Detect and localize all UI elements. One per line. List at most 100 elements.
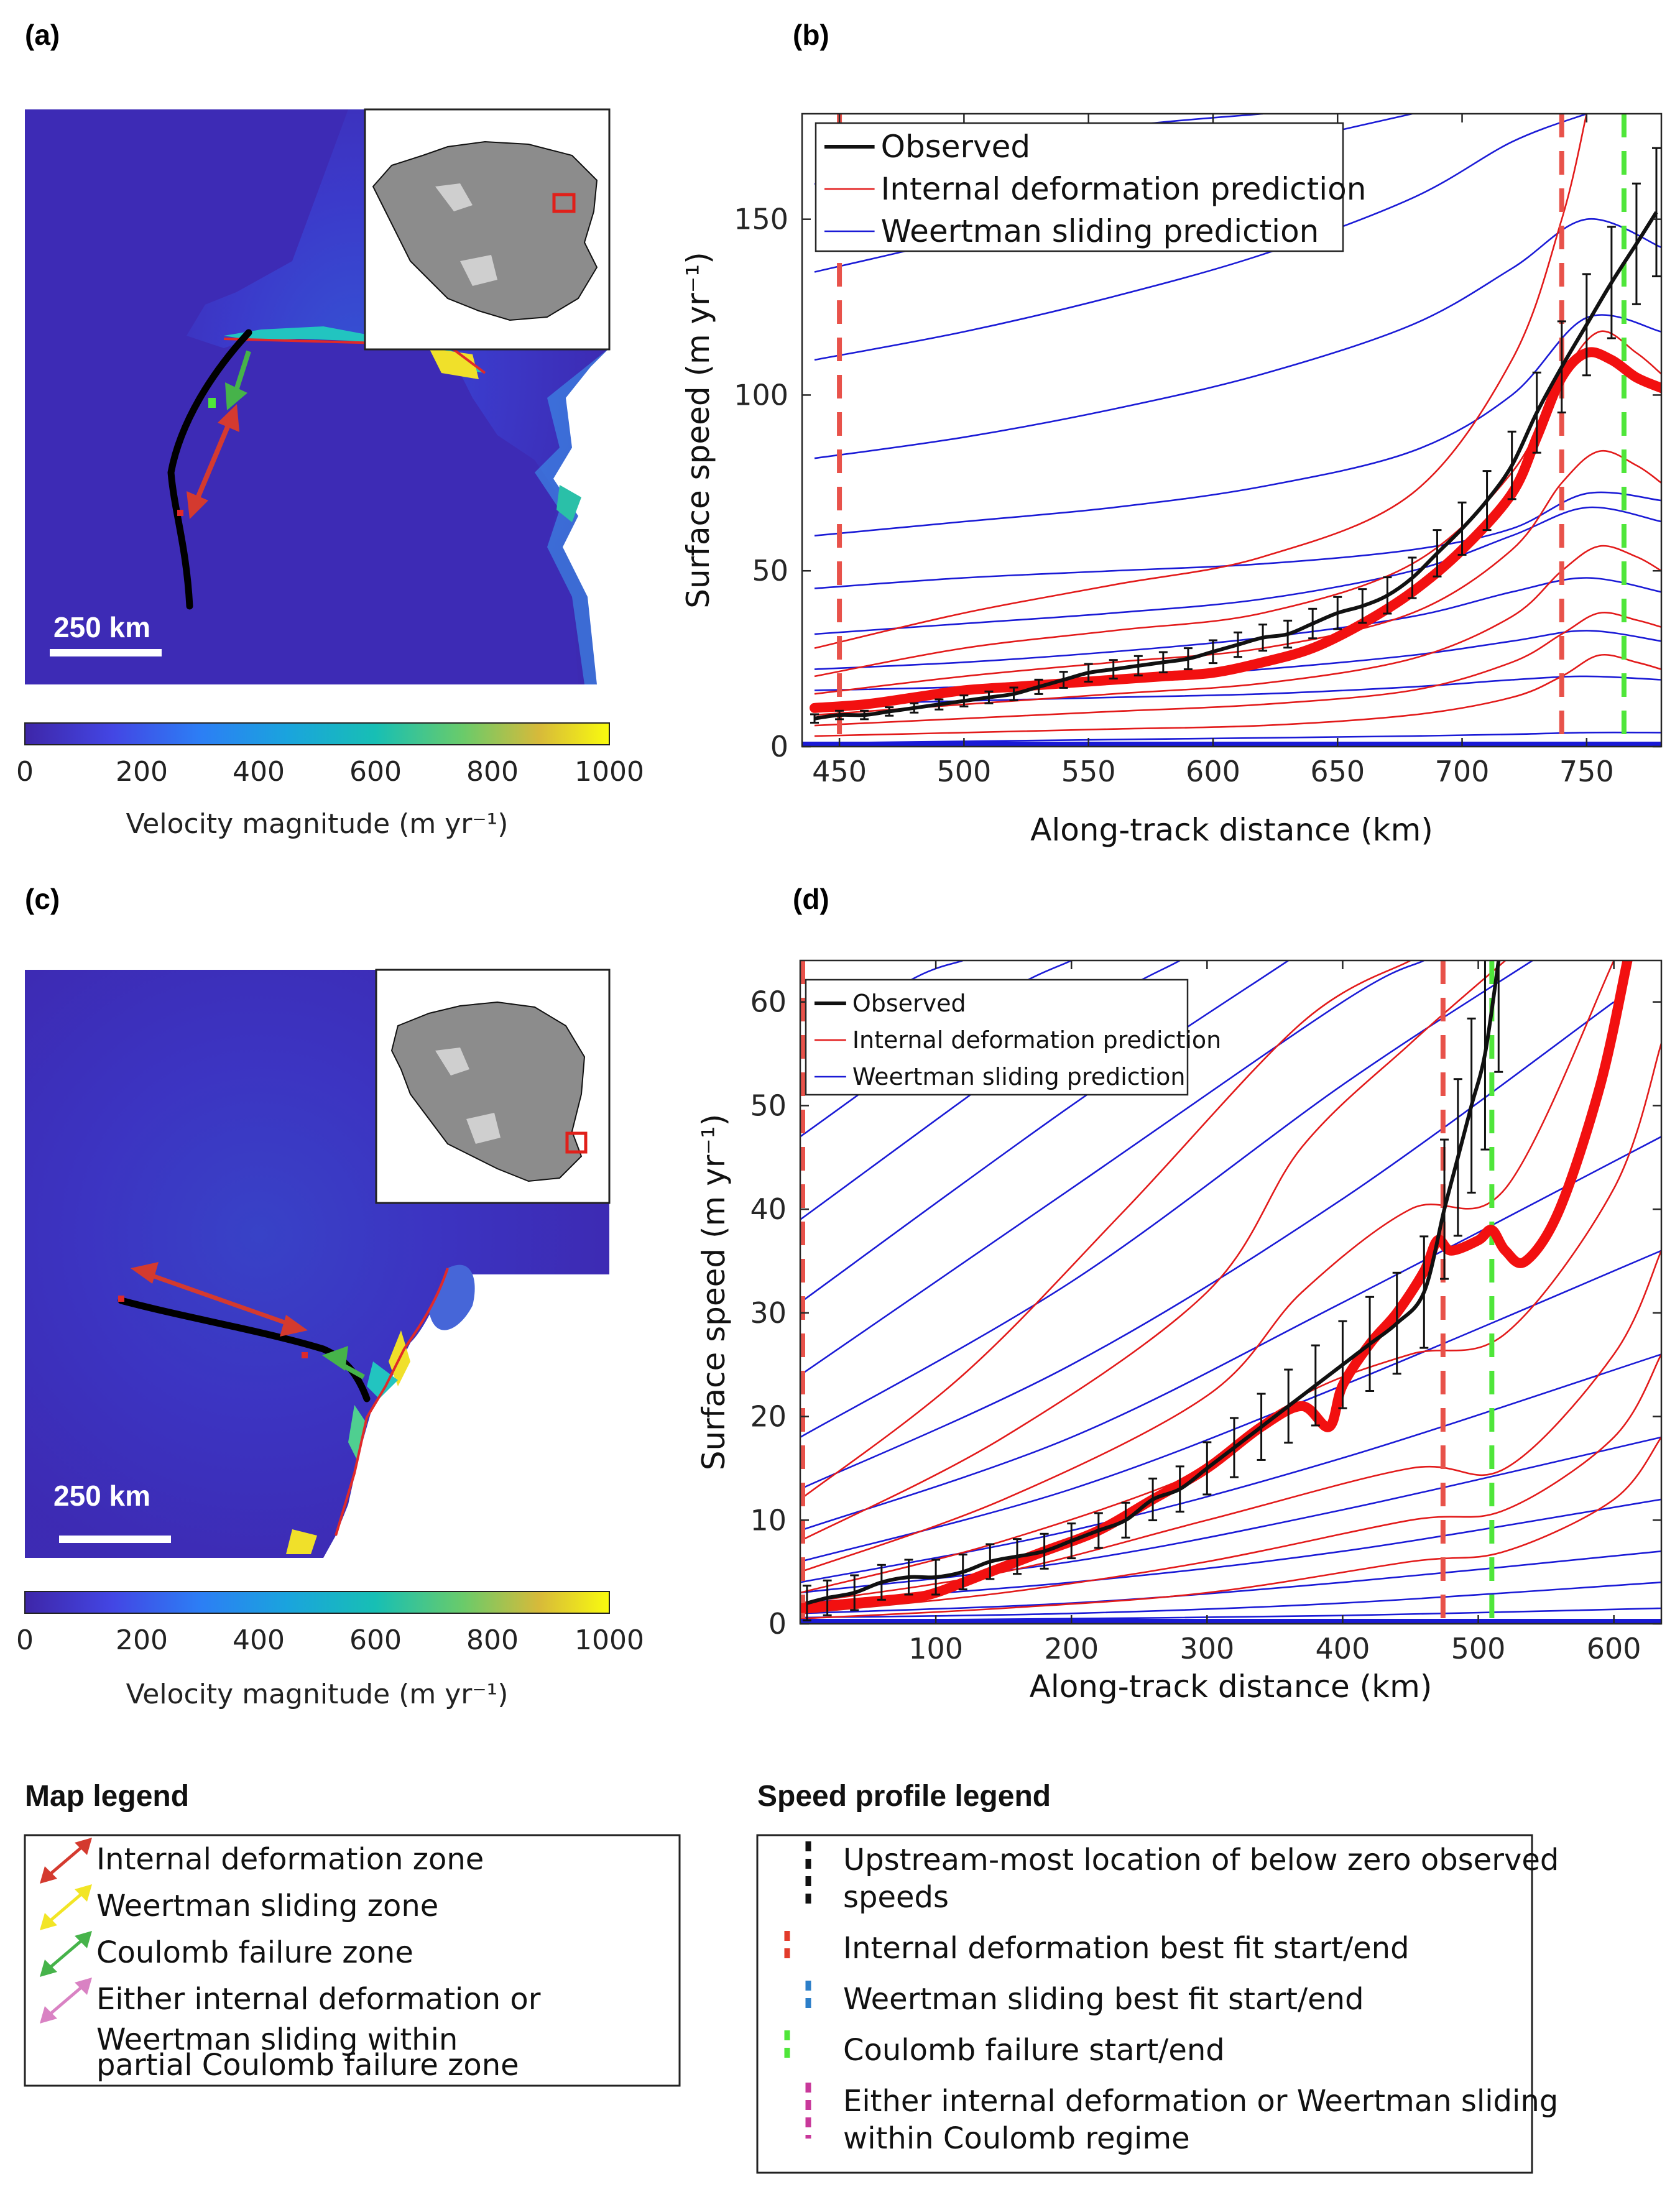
observed-error-bar [935, 698, 944, 711]
observed-error-bar [810, 713, 819, 724]
x-tick-label: 200 [1044, 1632, 1099, 1665]
observed-error-bar [1034, 678, 1043, 695]
arrow-icon [44, 1935, 88, 1973]
observed-error-bar [802, 1585, 811, 1622]
chart-legend: Observed Internal deformation prediction W… [815, 122, 1367, 252]
map-legend-item-internal: Internal deformation zone [40, 1838, 484, 1884]
internal-deformation-curve [814, 612, 1661, 727]
weertman-curve [800, 1550, 1661, 1614]
observed-error-bar [1383, 576, 1392, 615]
panel-d: (d) 100 200 300 400 500 600 0 10 20 30 40 50 60 Along… [696, 883, 1663, 1705]
observed-error-bar [1257, 1393, 1266, 1461]
observed-error-bar [1482, 470, 1492, 532]
observed-error-bar [1121, 1501, 1130, 1539]
svg-text:400: 400 [233, 756, 285, 788]
internal-deformation-curve [814, 330, 1661, 678]
profile-legend-title: Speed profile legend [757, 1780, 1051, 1813]
profile-legend-item-coulomb: Coulomb failure start/end [784, 2030, 1225, 2068]
colorbar-c: 0 200 400 600 800 1000 Velocity magnitud… [16, 1591, 644, 1710]
x-tick-label: 450 [812, 755, 867, 788]
observed-error-bar [1453, 1078, 1462, 1237]
internal-deformation-curve [800, 1353, 1661, 1614]
internal-deformation-curve [800, 960, 1615, 1573]
observed-error-bar [910, 702, 919, 714]
panel-a-label: (a) [25, 19, 60, 51]
svg-text:Internal deformation zone: Internal deformation zone [96, 1842, 484, 1877]
legend-entry: Weertman sliding prediction [881, 213, 1319, 249]
observed-error-bar [1308, 607, 1318, 640]
svg-text:within Coulomb regime: within Coulomb regime [843, 2121, 1190, 2156]
svg-text:800: 800 [466, 1624, 519, 1656]
observed-error-bar [1607, 226, 1616, 339]
axes-box [799, 959, 1663, 1625]
internal-deformation-curve [800, 1437, 1661, 1619]
panel-b-label: (b) [793, 19, 829, 51]
svg-text:Weertman sliding best fit star: Weertman sliding best fit start/end [843, 1982, 1364, 2017]
plot-series [802, 114, 1661, 747]
panel-b: (b) 450 500 550 600 650 700 750 0 50 100 150 Along-… [680, 19, 1663, 848]
svg-text:Either internal deformation or: Either internal deformation or Weertman … [843, 2084, 1558, 2119]
observed-error-bar [1582, 273, 1591, 377]
svg-text:200: 200 [116, 1624, 168, 1656]
x-tick-label: 600 [1186, 755, 1240, 788]
x-tick-label: 300 [1179, 1632, 1234, 1665]
observed-error-bar [1094, 1512, 1103, 1549]
axes-box [801, 113, 1663, 748]
svg-text:speeds: speeds [843, 1880, 949, 1915]
observed-error-bar [850, 1574, 859, 1611]
observed-error-bar [1365, 1296, 1375, 1392]
plot-series [800, 960, 1661, 1624]
x-tick-label: 750 [1559, 755, 1614, 788]
map-legend-item-coulomb: Coulomb failure zone [40, 1931, 413, 1977]
y-tick-label: 30 [750, 1296, 787, 1330]
observed-error-bar [931, 1559, 941, 1596]
y-tick-label: 100 [734, 378, 788, 412]
observed-error-bar [1109, 659, 1118, 680]
map-legend: Map legend Internal deformation zone Wee… [24, 1780, 681, 2087]
observed-error-bar [1651, 147, 1661, 278]
observed-error-bar [1283, 619, 1293, 649]
x-tick-label: 700 [1435, 755, 1490, 788]
arrow-icon [44, 1981, 88, 2020]
observed-error-bar [984, 690, 994, 704]
y-tick-label: 0 [768, 1607, 787, 1641]
weertman-curve [814, 506, 1661, 635]
scale-bar-a: 250 km [53, 611, 150, 643]
observed-error-bar [1148, 1477, 1158, 1522]
observed-error-bar [1480, 960, 1490, 1151]
panel-d-label: (d) [793, 883, 829, 915]
internal-deformation-curve [814, 545, 1661, 716]
observed-error-bar [1557, 320, 1566, 413]
observed-error-bar [904, 1559, 913, 1596]
inset-antarctica-c [375, 969, 611, 1204]
observed-error-bar [835, 709, 844, 721]
colorbar-label-c: Velocity magnitude (m yr⁻¹) [126, 1679, 509, 1710]
svg-text:1000: 1000 [575, 756, 644, 788]
y-tick-label: 50 [750, 1089, 787, 1122]
svg-text:Weertman sliding within: Weertman sliding within [96, 2022, 458, 2057]
svg-text:600: 600 [349, 1624, 402, 1656]
internal-deformation-curve [800, 960, 1507, 1542]
x-tick-label: 500 [936, 755, 991, 788]
x-tick-label: 600 [1587, 1632, 1641, 1665]
y-tick-label: 150 [734, 203, 788, 236]
observed-error-bar [1284, 1368, 1293, 1444]
x-axis-label: Along-track distance (km) [1030, 1669, 1433, 1705]
legend-entry: Observed [881, 129, 1031, 165]
chart-legend: Observed Internal deformation prediction W… [805, 979, 1221, 1096]
weertman-curve [800, 960, 1424, 1376]
observed-error-bar [1229, 1417, 1239, 1478]
map-legend-title: Map legend [25, 1780, 189, 1813]
map-legend-item-weertman: Weertman sliding zone [40, 1884, 438, 1930]
weertman-curve [800, 1136, 1661, 1532]
svg-text:600: 600 [349, 756, 402, 788]
observed-error-bar [1632, 182, 1641, 305]
profile-legend-item-internal: Internal deformation best fit start/end [784, 1931, 1410, 1966]
legend-entry: Internal deformation prediction [881, 171, 1367, 207]
svg-text:Internal deformation best fit: Internal deformation best fit start/end [843, 1931, 1410, 1966]
observed-error-bar [1408, 556, 1417, 599]
observed-error-bar [860, 709, 869, 721]
y-tick-label: 60 [750, 985, 787, 1019]
x-tick-label: 500 [1451, 1632, 1506, 1665]
svg-text:Weertman sliding zone: Weertman sliding zone [96, 1889, 438, 1923]
